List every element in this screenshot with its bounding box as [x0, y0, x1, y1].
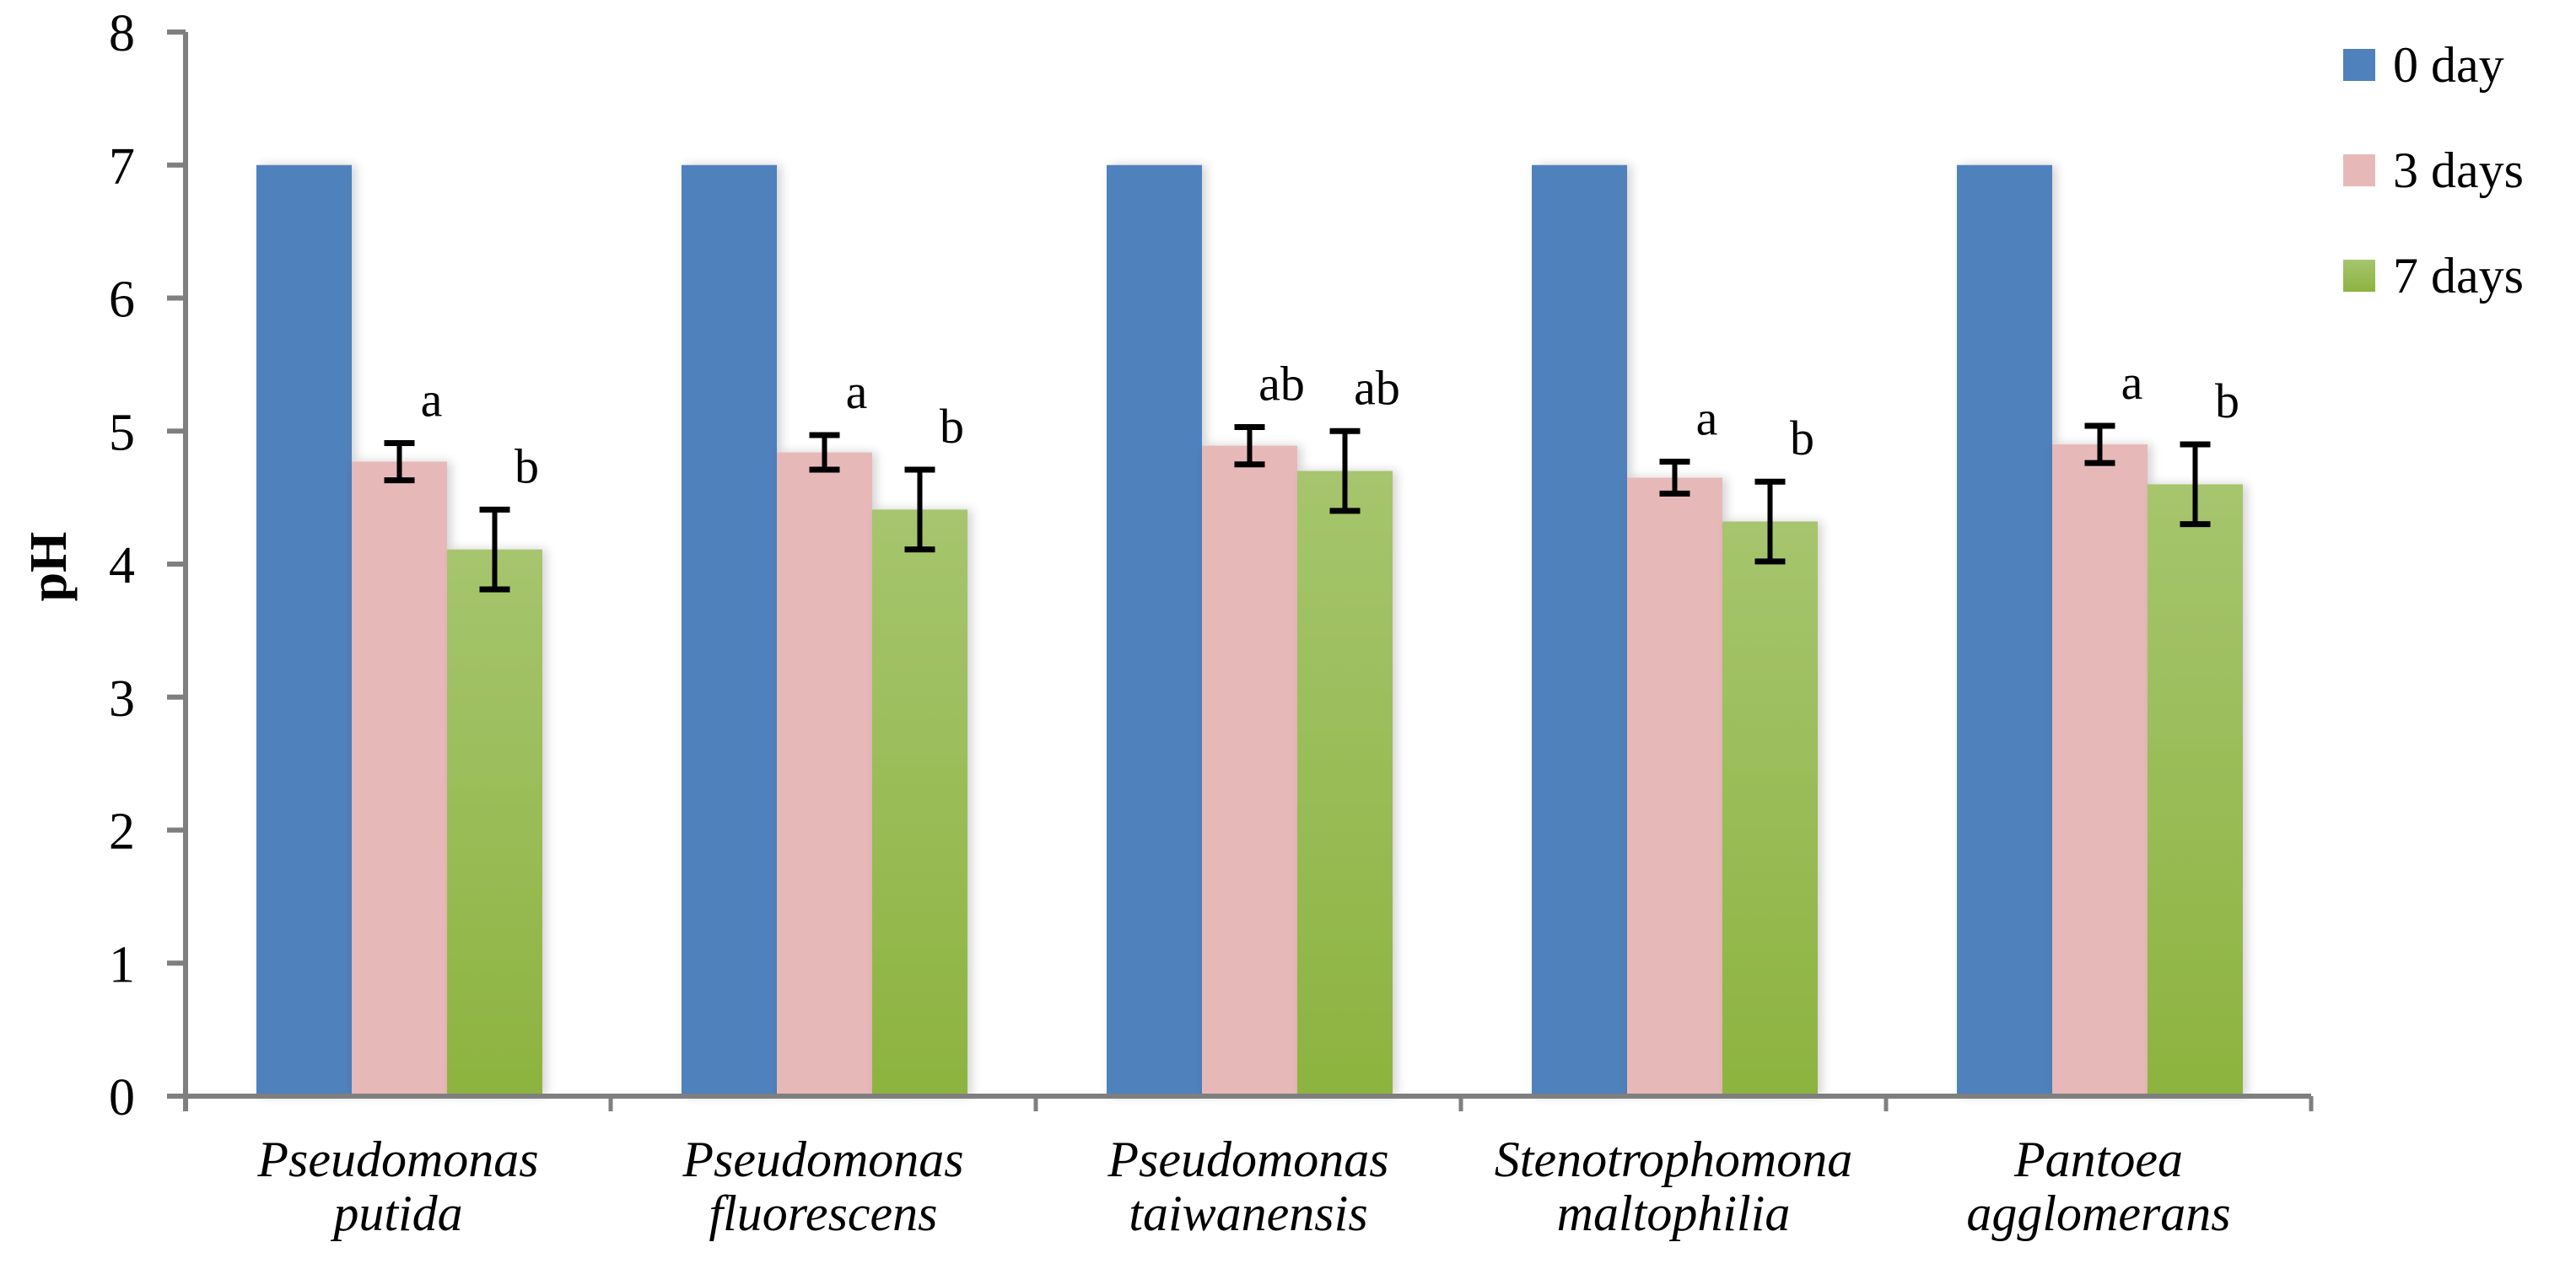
y-tick-label: 4	[109, 537, 135, 594]
legend: 0 day 3 days 7 days	[2343, 37, 2524, 304]
error-bar	[1329, 427, 1361, 514]
significance-letter: a	[846, 364, 868, 419]
legend-swatch	[2343, 260, 2375, 292]
x-category-label: Pseudomonas	[682, 1132, 963, 1187]
error-bar	[809, 432, 840, 473]
bar-0-day-2	[1107, 164, 1202, 1096]
x-category-label: Pseudomonas	[1107, 1132, 1388, 1187]
error-bar	[904, 466, 935, 553]
legend-swatch	[2343, 154, 2375, 186]
legend-item-0-day: 0 day	[2343, 37, 2504, 93]
y-tick-label: 3	[109, 670, 135, 728]
bar-7-days-4	[2148, 484, 2243, 1096]
bar-0-day-0	[256, 164, 352, 1096]
error-bar	[2180, 441, 2211, 528]
y-tick-label: 6	[109, 272, 135, 329]
x-category-label: putida	[330, 1186, 462, 1241]
x-category-label: Pantoea	[2013, 1132, 2183, 1187]
x-category-label: taiwanensis	[1129, 1186, 1367, 1241]
bar-3-days-3	[1627, 477, 1722, 1096]
y-tick-label: 7	[109, 138, 135, 196]
y-axis-title: pH	[20, 532, 78, 602]
y-tick-label: 8	[109, 5, 135, 62]
bar-3-days-4	[2052, 444, 2148, 1096]
legend-label: 3 days	[2393, 142, 2524, 198]
error-bar	[479, 506, 510, 593]
bar-3-days-0	[352, 461, 447, 1096]
bar-0-day-4	[1957, 164, 2052, 1096]
x-category-label: maltophilia	[1557, 1186, 1791, 1241]
bar-7-days-3	[1722, 521, 1818, 1096]
legend-label: 7 days	[2393, 248, 2524, 304]
legend-item-7-days: 7 days	[2343, 248, 2524, 304]
x-axis: PseudomonasputidaPseudomonasfluorescensP…	[167, 1094, 2314, 1241]
x-category-label: fluorescens	[709, 1186, 937, 1241]
error-bar	[1234, 424, 1265, 468]
significance-letter: a	[421, 372, 443, 427]
error-bar	[2084, 422, 2115, 466]
x-category-label: Stenotrophomona	[1495, 1132, 1852, 1187]
significance-letter: a	[2121, 355, 2143, 410]
y-tick-label: 1	[109, 936, 135, 993]
bar-7-days-0	[447, 549, 542, 1096]
legend-swatch	[2343, 49, 2375, 81]
significance-letter: b	[1790, 411, 1814, 465]
bar-0-day-3	[1532, 164, 1627, 1096]
legend-item-3-days: 3 days	[2343, 142, 2524, 198]
bar-0-day-1	[682, 164, 777, 1096]
x-category-label: agglomerans	[1966, 1186, 2230, 1241]
y-tick-label: 2	[109, 804, 135, 861]
y-axis: 0 1 2 3 4 5 6 7 8	[109, 5, 188, 1127]
y-tick-label: 0	[109, 1069, 135, 1127]
significance-letter: b	[515, 438, 539, 493]
error-bar	[1659, 459, 1690, 497]
y-axis-label: pH	[20, 532, 78, 602]
y-tick-label: 5	[109, 404, 135, 461]
significance-letter: b	[2215, 374, 2239, 428]
bar-3-days-1	[777, 452, 872, 1096]
bar-7-days-1	[872, 509, 967, 1096]
bar-7-days-2	[1297, 470, 1393, 1096]
error-bars-layer	[384, 422, 2211, 593]
bar-3-days-2	[1202, 445, 1297, 1096]
significance-letter: ab	[1258, 357, 1305, 411]
error-bar	[1754, 478, 1786, 565]
legend-label: 0 day	[2393, 37, 2504, 93]
significance-letter: b	[940, 399, 964, 454]
bars-layer	[256, 164, 2243, 1096]
significance-letter: a	[1696, 391, 1718, 446]
error-bar	[384, 439, 415, 484]
x-category-label: Pseudomonas	[256, 1132, 538, 1187]
significance-letter: ab	[1354, 360, 1400, 415]
